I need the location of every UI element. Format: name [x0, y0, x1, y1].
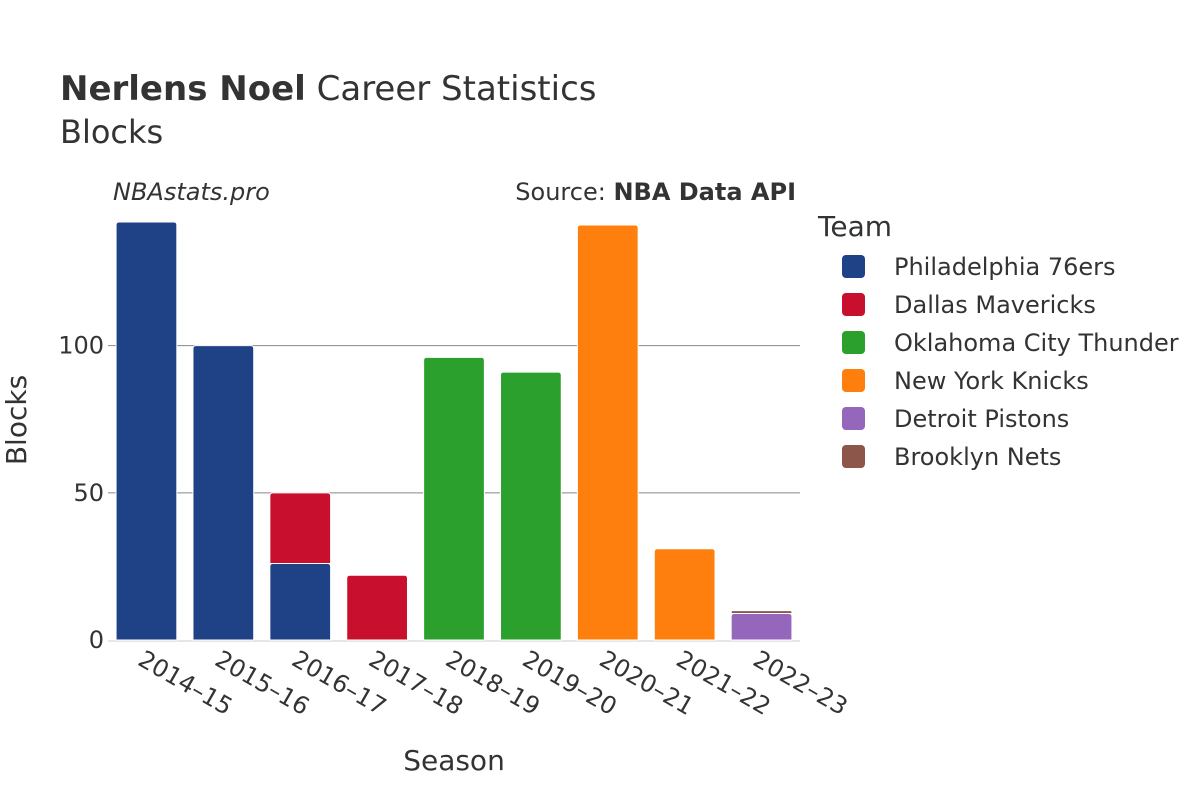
- legend: Philadelphia 76ers Dallas Mavericks Oklaho…: [842, 253, 1179, 471]
- legend-item-detroit-pistons[interactable]: Detroit Pistons: [842, 405, 1069, 433]
- watermark: NBAstats.pro: [113, 178, 270, 206]
- legend-label: Detroit Pistons: [894, 405, 1069, 433]
- bar-2019–20-oklahoma-city-thunder: [500, 371, 562, 641]
- legend-swatch: [842, 369, 865, 392]
- legend-swatch: [842, 255, 865, 278]
- bar-2014–15-philadelphia-76ers: [115, 221, 178, 641]
- legend-swatch: [842, 407, 865, 430]
- legend-item-philadelphia-76ers[interactable]: Philadelphia 76ers: [842, 253, 1116, 281]
- legend-label: Dallas Mavericks: [894, 291, 1096, 319]
- legend-item-brooklyn-nets[interactable]: Brooklyn Nets: [842, 443, 1061, 471]
- legend-swatch: [842, 293, 865, 316]
- legend-title: Team: [817, 210, 892, 243]
- source-label: Source: NBA Data API: [515, 178, 796, 206]
- bar-2022–23-detroit-pistons: [730, 613, 793, 641]
- legend-label: Brooklyn Nets: [894, 443, 1061, 471]
- y-tick-label: 100: [58, 332, 104, 360]
- legend-item-new-york-knicks[interactable]: New York Knicks: [842, 367, 1089, 395]
- bar-2020–21-new-york-knicks: [576, 224, 639, 641]
- bar-2015–16-philadelphia-76ers: [192, 345, 255, 641]
- legend-item-dallas-mavericks[interactable]: Dallas Mavericks: [842, 291, 1096, 319]
- title-player-name: Nerlens Noel: [60, 69, 306, 109]
- source-prefix: Source:: [515, 178, 613, 206]
- bar-2021–22-new-york-knicks: [653, 548, 716, 641]
- legend-label: Philadelphia 76ers: [894, 253, 1116, 281]
- chart-subtitle: Blocks: [60, 113, 163, 151]
- legend-label: Oklahoma City Thunder: [894, 329, 1179, 357]
- bars: [115, 221, 793, 641]
- bar-2016–17-philadelphia-76ers: [269, 562, 332, 641]
- legend-item-oklahoma-city-thunder[interactable]: Oklahoma City Thunder: [842, 329, 1179, 357]
- y-axis-ticks: 0 50 100: [58, 332, 104, 654]
- bar-2018–19-oklahoma-city-thunder: [423, 356, 485, 641]
- y-tick-label: 0: [89, 626, 104, 654]
- bar-2016–17-dallas-mavericks: [269, 492, 332, 564]
- y-tick-label: 50: [73, 479, 104, 507]
- bar-2022–23-brooklyn-nets: [730, 610, 793, 615]
- chart-title: Nerlens Noel Career Statistics: [60, 69, 596, 109]
- bar-2017–18-dallas-mavericks: [346, 574, 408, 641]
- legend-label: New York Knicks: [894, 367, 1089, 395]
- title-rest: Career Statistics: [306, 69, 597, 109]
- x-axis-title: Season: [403, 744, 505, 777]
- source-name: NBA Data API: [613, 178, 796, 206]
- legend-swatch: [842, 445, 865, 468]
- legend-swatch: [842, 331, 865, 354]
- x-axis-ticks: 2014–152015–162016–172017–182018–192019–…: [133, 645, 852, 721]
- y-axis-title: Blocks: [0, 375, 33, 465]
